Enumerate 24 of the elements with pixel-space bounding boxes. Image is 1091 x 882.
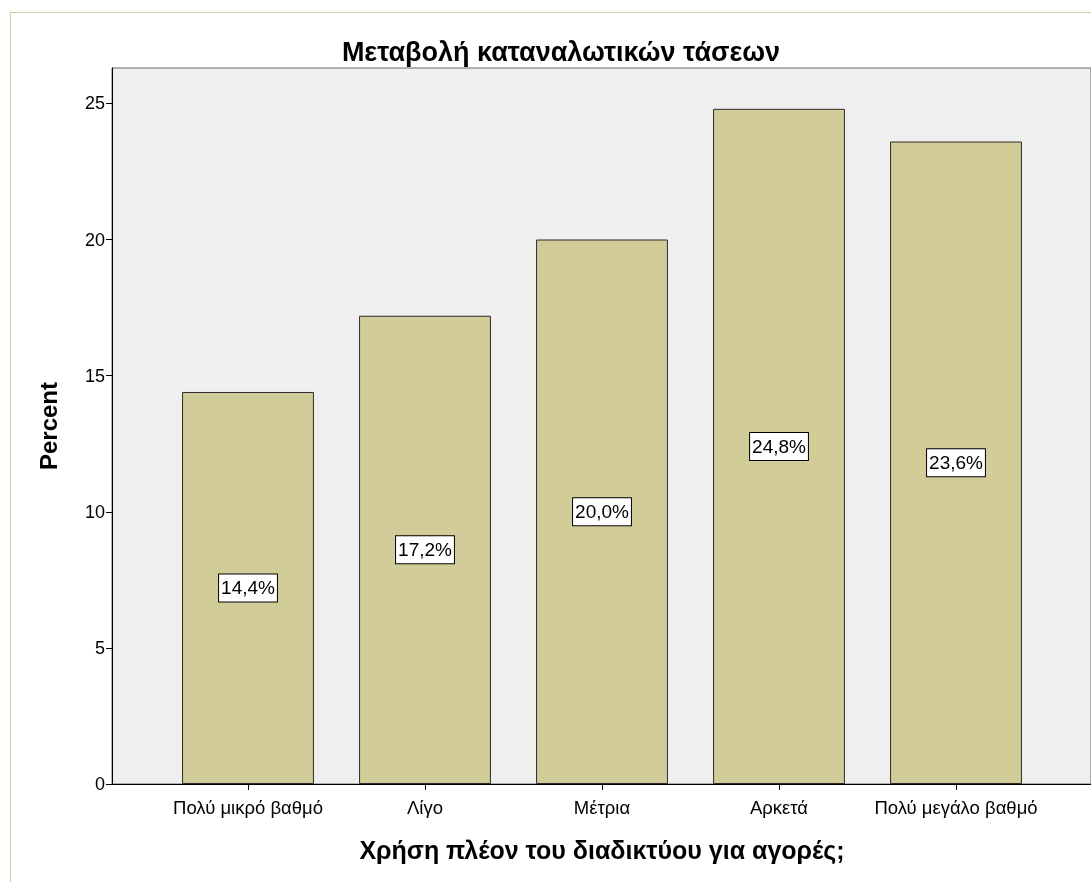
data-label: 23,6% xyxy=(929,452,984,474)
x-tick-label: Αρκετά xyxy=(749,797,809,818)
data-label: 20,0% xyxy=(575,501,630,523)
bar xyxy=(536,239,668,784)
x-tick-label: Λίγο xyxy=(406,797,444,818)
data-label: 24,8% xyxy=(752,435,807,457)
x-axis-title: Χρήση πλέον του διαδικτύου για αγορές; xyxy=(359,835,845,865)
x-tick-label: Πολύ μικρό βαθμό xyxy=(173,797,323,818)
y-axis-title: Percent xyxy=(34,381,62,471)
y-tick-label: 0 xyxy=(94,774,105,794)
bar xyxy=(359,315,491,784)
data-label: 14,4% xyxy=(221,577,276,599)
y-tick-label: 20 xyxy=(84,229,105,250)
chart-title: Μεταβολή καταναλωτικών τάσεων xyxy=(341,36,781,67)
y-tick-label: 25 xyxy=(84,93,105,114)
data-label: 17,2% xyxy=(398,539,453,561)
bar xyxy=(890,141,1022,784)
x-tick-label: Μέτρια xyxy=(573,797,631,818)
y-tick-label: 15 xyxy=(84,365,105,386)
bar xyxy=(182,391,314,784)
y-tick-label: 10 xyxy=(84,501,105,522)
bar xyxy=(713,108,845,784)
y-tick-label: 5 xyxy=(94,637,105,658)
x-tick-label: Πολύ μεγάλο βαθμό xyxy=(874,797,1038,818)
